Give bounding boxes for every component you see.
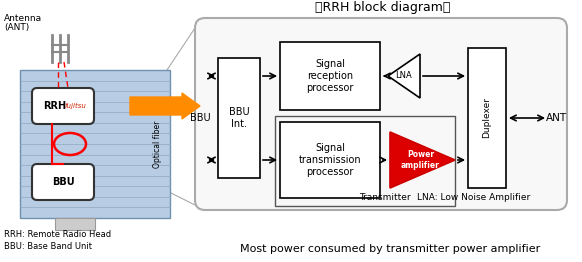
Text: Power
amplifier: Power amplifier — [401, 150, 440, 170]
Text: BBU: BBU — [52, 177, 74, 187]
Text: Transmitter: Transmitter — [359, 193, 411, 202]
Text: Antenna: Antenna — [4, 14, 42, 23]
Bar — [280, 42, 380, 110]
Text: BBU
Int.: BBU Int. — [229, 107, 249, 129]
Bar — [468, 48, 506, 188]
Text: BBU: BBU — [190, 113, 210, 123]
Text: ANT: ANT — [545, 113, 566, 123]
FancyBboxPatch shape — [195, 18, 567, 210]
Text: LNA: Low Noise Amplifier: LNA: Low Noise Amplifier — [417, 193, 530, 202]
FancyBboxPatch shape — [32, 88, 94, 124]
FancyBboxPatch shape — [32, 164, 94, 200]
Text: Signal
transmission
processor: Signal transmission processor — [299, 143, 361, 177]
Bar — [280, 122, 380, 198]
Text: Most power consumed by transmitter power amplifier: Most power consumed by transmitter power… — [240, 244, 540, 254]
Text: 《RRH block diagram》: 《RRH block diagram》 — [315, 1, 450, 14]
Text: fujitsu: fujitsu — [64, 103, 86, 109]
FancyArrow shape — [130, 93, 200, 119]
Polygon shape — [390, 132, 455, 188]
Polygon shape — [388, 54, 420, 98]
Text: BBU: Base Band Unit: BBU: Base Band Unit — [4, 242, 92, 251]
Text: Signal
reception
processor: Signal reception processor — [306, 59, 354, 92]
Text: Duplexer: Duplexer — [482, 97, 492, 139]
Text: (ANT): (ANT) — [4, 23, 29, 32]
Text: Optical fiber: Optical fiber — [153, 120, 162, 168]
Text: RRH: RRH — [44, 101, 66, 111]
Bar — [55, 218, 95, 230]
Bar — [275, 116, 455, 206]
Text: RRH: Remote Radio Head: RRH: Remote Radio Head — [4, 230, 111, 239]
Bar — [20, 70, 170, 218]
Text: LNA: LNA — [396, 72, 413, 80]
Bar — [218, 58, 260, 178]
